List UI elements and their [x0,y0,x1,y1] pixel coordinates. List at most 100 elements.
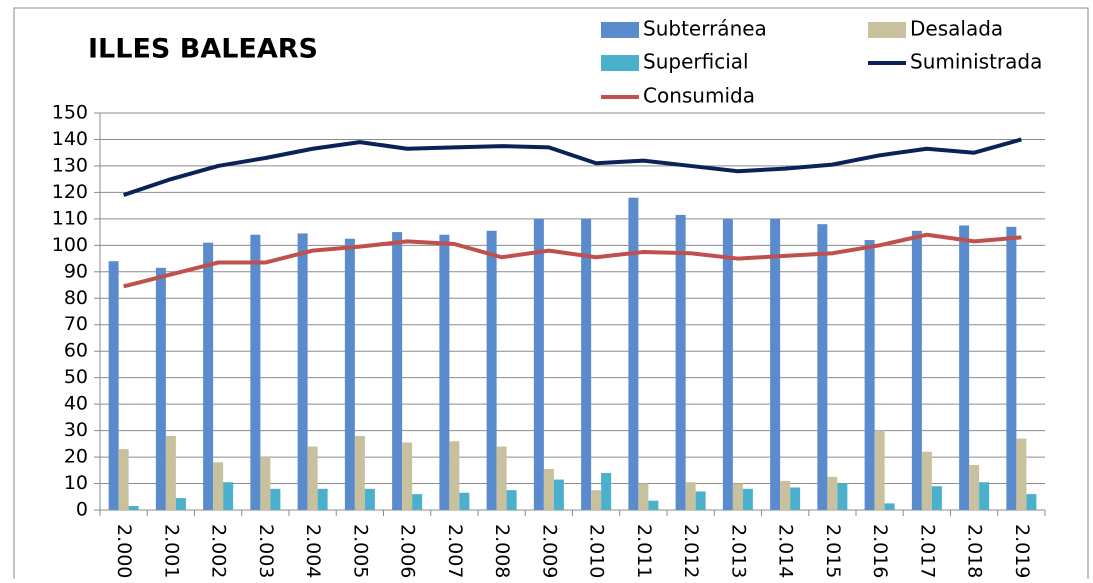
bar [959,225,970,510]
bar [543,468,554,510]
bar [449,441,460,510]
x-tick-label: 2.004 [302,524,324,578]
line [123,232,1022,289]
x-tick-label: 2.006 [397,524,419,578]
legend-label: Desalada [910,17,1003,41]
bar [260,457,271,510]
bar [364,488,375,510]
x-tick-label: 2.016 [869,524,891,578]
x-tick-label: 2.017 [916,524,938,578]
y-tick-label: 30 [64,419,88,441]
x-tick-label: 2.000 [113,524,135,578]
y-tick-label: 90 [64,260,88,282]
bar [165,435,176,510]
bar [108,261,119,510]
y-tick-label: 70 [64,313,88,335]
bar [1016,438,1027,510]
bar [864,240,875,511]
bar [790,487,801,510]
bar [459,492,470,510]
bar [601,472,612,510]
bar [392,232,403,510]
bar [118,449,129,510]
y-tick-label: 80 [64,287,88,309]
bar [307,446,318,510]
chart-border [13,7,1089,583]
bar [1006,226,1017,510]
bar [732,483,743,510]
bar [581,218,592,510]
bar [591,490,602,510]
bar [317,488,328,510]
bar [128,506,139,510]
bar [250,234,261,510]
bar [412,494,423,510]
y-tick-label: 0 [76,499,88,521]
bar [979,482,990,510]
x-tick-label: 2.010 [586,524,608,578]
bar [354,435,365,510]
x-tick-label: 2.011 [633,524,655,578]
y-tick-label: 20 [64,446,88,468]
legend-label: Consumida [643,84,755,108]
x-tick-label: 2.018 [964,524,986,578]
x-tick-label: 2.005 [349,524,371,578]
legend-label: Subterránea [643,17,767,41]
y-tick-label: 110 [52,207,88,229]
bar [486,230,497,510]
y-tick-label: 40 [64,393,88,415]
bar [506,490,517,510]
line [122,137,1022,197]
bar [911,230,922,510]
y-tick-label: 130 [52,154,88,176]
bar [817,224,828,510]
y-tick-label: 100 [52,234,88,256]
legend-swatch [868,22,906,38]
bar [695,491,706,510]
bar [402,442,413,510]
y-tick-label: 10 [64,472,88,494]
legend-swatch [601,55,639,71]
bar [770,218,781,510]
x-tick-label: 2.008 [491,524,513,578]
x-tick-label: 2.001 [160,524,182,578]
bar [837,483,848,510]
bar [675,214,686,510]
bar [628,197,639,510]
bar [496,446,507,510]
bar [344,238,355,510]
x-tick-label: 2.003 [255,524,277,578]
y-tick-label: 120 [52,181,88,203]
x-tick-label: 2.009 [538,524,560,578]
bar [213,462,224,510]
bar [533,218,544,510]
bar [638,483,649,510]
bar [780,480,791,510]
y-tick-label: 140 [52,128,88,150]
bar [931,486,942,510]
bar [439,234,450,510]
bar [203,242,214,511]
bar [1026,494,1037,510]
x-tick-label: 2.012 [680,524,702,578]
y-tick-label: 60 [64,340,88,362]
bar [884,503,895,510]
x-tick-label: 2.007 [444,524,466,578]
legend-label: Suministrada [910,50,1042,74]
y-tick-label: 150 [52,102,88,124]
legend-swatch [601,22,639,38]
bar [175,498,186,510]
y-tick-label: 50 [64,366,88,388]
bar [297,233,308,510]
bar [270,488,281,510]
bar [648,500,659,510]
bar [722,218,733,510]
bar [685,482,696,510]
x-tick-label: 2.014 [775,524,797,578]
bar [742,488,753,510]
x-tick-label: 2.013 [727,524,749,578]
bar [223,482,234,510]
bar [921,451,932,510]
chart-title: ILLES BALEARS [88,34,318,65]
